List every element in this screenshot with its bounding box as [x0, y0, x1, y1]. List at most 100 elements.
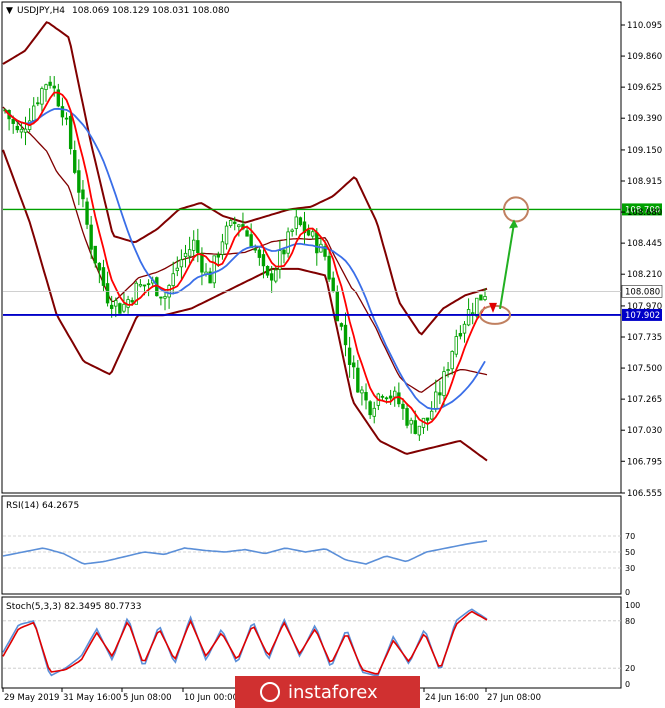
current-price-tag [621, 285, 663, 298]
candle-body [434, 391, 438, 410]
candle-body [122, 303, 126, 312]
price-tick-label: 109.625 [627, 83, 662, 93]
candle-body [23, 128, 28, 133]
candle-body [417, 425, 422, 436]
candle-body [44, 84, 48, 90]
candle-body [159, 296, 163, 299]
candlesticks [3, 75, 487, 441]
watermark-text: instaforex [288, 682, 378, 703]
indicator-series-line [2, 610, 488, 675]
price-tick-label: 107.970 [627, 302, 662, 312]
candle-body [253, 248, 257, 251]
candle-body [446, 369, 450, 371]
candle-body [228, 220, 233, 227]
price-tick-label: 107.265 [627, 395, 662, 405]
candle-body [261, 254, 266, 267]
candle-body [77, 170, 81, 193]
candle-body [265, 266, 270, 276]
time-tick-label: 29 May 2019 [4, 693, 59, 703]
red-arrow-icon [489, 302, 497, 313]
candle-body [200, 253, 204, 273]
candle-body [310, 231, 315, 237]
candle-body [138, 284, 143, 287]
candle-body [269, 273, 274, 281]
candle-body [89, 224, 93, 250]
candle-body [208, 271, 212, 284]
indicator-tick-label: 0 [625, 588, 630, 597]
candle-body [48, 81, 52, 86]
candle-body [470, 312, 475, 315]
candle-body [450, 351, 454, 370]
indicator-tick-label: 30 [625, 564, 635, 573]
price-tick-label: 107.735 [627, 333, 662, 343]
candle-body [380, 395, 385, 398]
candle-body [196, 240, 200, 254]
arrow-head-icon [509, 219, 518, 229]
candle-body [85, 201, 89, 225]
candle-body [257, 249, 262, 258]
candle-body [52, 85, 56, 89]
watermark-banner [235, 676, 420, 708]
candle-body [388, 395, 393, 399]
triangle-down-icon[interactable]: ▼ [6, 6, 13, 16]
candle-body [56, 89, 61, 107]
horizontal-levels[interactable]: 108.700 107.902 108.080 [3, 196, 663, 325]
candle-body [109, 304, 114, 309]
price-tick-label: 108.210 [627, 270, 662, 280]
candle-body [335, 291, 340, 322]
candle-body [68, 115, 73, 150]
candle-body [368, 401, 372, 416]
indicator-tick-label: 80 [625, 617, 635, 626]
candle-body [401, 403, 405, 409]
candle-body [343, 324, 348, 346]
candle-body [64, 117, 69, 120]
candle-body [249, 234, 253, 249]
candle-body [134, 282, 138, 305]
candle-body [220, 241, 225, 255]
moving-averages [4, 91, 486, 426]
indicator-tick-label: 70 [625, 532, 635, 541]
ohlc-values: 108.069 108.129 108.031 108.080 [72, 6, 230, 16]
price-tick-label: 108.445 [627, 239, 662, 249]
rsi-indicator: 70 50 30 0 [2, 532, 635, 597]
candle-body [19, 128, 24, 133]
candle-body [130, 300, 134, 303]
candle-body [290, 229, 294, 232]
stochastic-indicator: 100 80 20 0 [2, 601, 640, 689]
stoch-panel[interactable] [1, 596, 622, 689]
candle-body [101, 267, 106, 286]
candle-body [183, 252, 188, 257]
candle-body [483, 296, 487, 301]
candle-body [306, 229, 311, 236]
candle-body [81, 189, 85, 200]
price-tick-label: 109.390 [627, 114, 662, 124]
price-panel[interactable] [1, 1, 622, 494]
candle-body [179, 259, 184, 268]
candle-body [286, 231, 290, 254]
rsi-label: RSI(14) 64.2675 [6, 501, 79, 511]
candle-body [73, 150, 77, 173]
price-tick-label: 109.150 [627, 146, 662, 156]
candle-body [331, 277, 335, 292]
rsi-panel[interactable] [1, 495, 622, 595]
candle-body [32, 105, 36, 121]
price-tick-label: 108.680 [627, 208, 662, 218]
slow-ma-line [4, 107, 486, 410]
time-tick-label: 27 Jun 08:00 [487, 693, 541, 703]
time-axis: 29 May 2019 31 May 16:00 5 Jun 08:00 10 Jun… [2, 688, 541, 703]
candle-body [274, 269, 278, 282]
candle-body [475, 297, 479, 317]
candle-body [146, 283, 151, 286]
current-price-label: 108.080 [625, 287, 660, 297]
symbol-label: USDJPY,H4 [17, 6, 65, 16]
candle-body [105, 283, 110, 304]
candle-body [93, 245, 97, 264]
candle-body [233, 221, 237, 224]
candle-body [323, 246, 327, 257]
stoch-label: Stoch(5,3,3) 82.3495 80.7733 [6, 602, 141, 612]
bollinger-lower-line [2, 149, 488, 462]
price-tick-label: 106.795 [627, 457, 662, 467]
candle-body [405, 408, 409, 426]
candle-body [118, 303, 122, 314]
